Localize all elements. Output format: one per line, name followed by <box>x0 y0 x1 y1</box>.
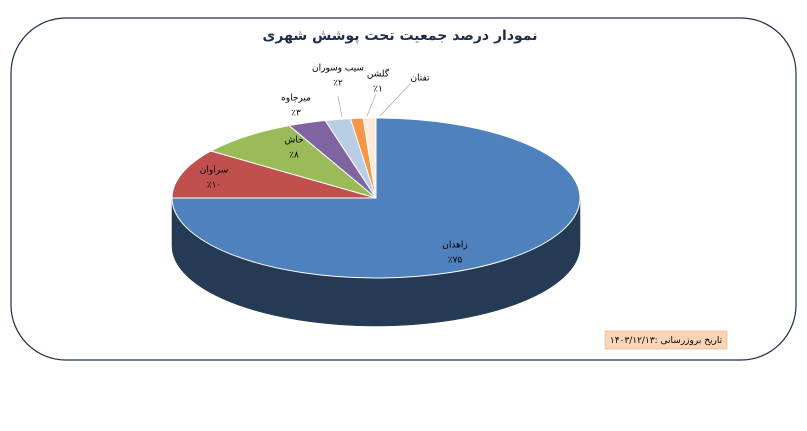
labels: زاهدان ٪۷۵ سراوان ٪۱۰ خاش ٪۸ میرجاوه ٪۳ سیب وسور… <box>200 64 468 266</box>
value-label: ٪۳ <box>291 109 301 119</box>
slice <box>171 150 377 199</box>
leader-line <box>366 93 377 117</box>
chart-title: نمودار درصد جمعیت تحت پوشش شهری <box>263 28 538 44</box>
slice <box>362 117 377 199</box>
slice-label: خاش <box>284 136 303 146</box>
leader-line <box>337 95 343 118</box>
slice-label: سیب وسوران <box>312 64 364 74</box>
slice-label: سراوان <box>200 166 228 176</box>
value-label: ٪۸ <box>289 151 299 161</box>
slice-label: گلشن <box>367 68 390 80</box>
pie <box>171 117 581 327</box>
value-label: ٪۱ <box>373 85 383 95</box>
value-label: ٪۷۵ <box>448 256 463 266</box>
slice <box>209 125 377 199</box>
date-note: تاریخ بروزرسانی :۱۴۰۳/۱۲/۱۳ <box>610 336 723 346</box>
slice-label: تفتان <box>410 74 430 84</box>
date-box <box>604 330 728 350</box>
value-label: ٪۱۰ <box>207 181 222 191</box>
leader-line <box>379 83 411 117</box>
value-label: ٪۲ <box>333 79 343 89</box>
slice-label: میرجاوه <box>281 94 311 104</box>
slice-label: زاهدان <box>442 241 467 251</box>
